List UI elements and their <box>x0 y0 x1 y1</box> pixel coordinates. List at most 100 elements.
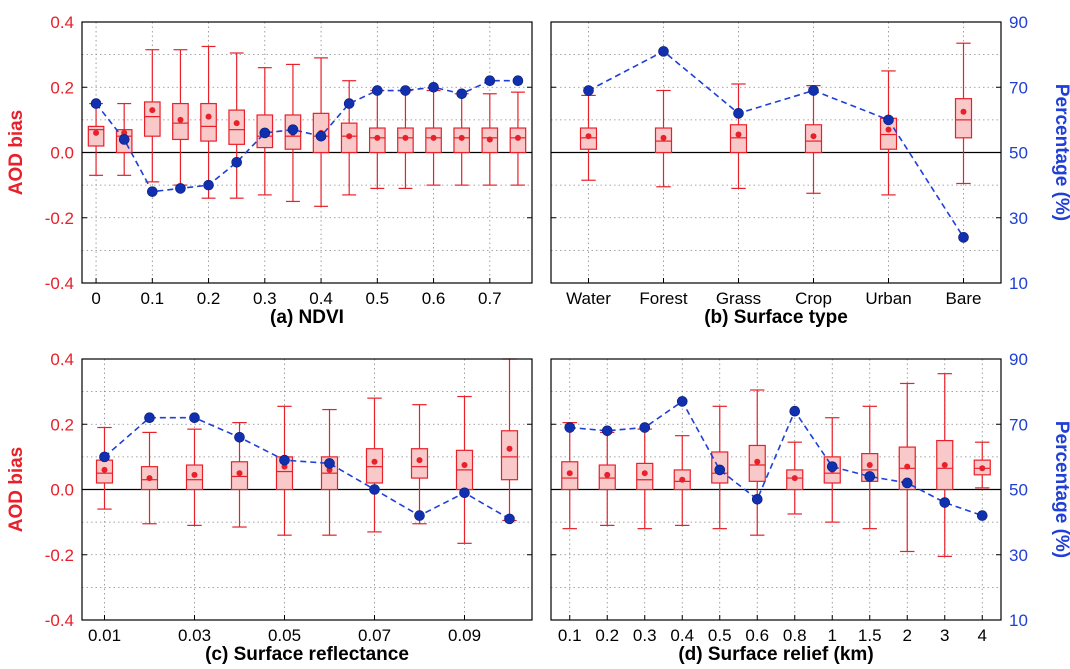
left-tick-label: -0.2 <box>45 209 74 228</box>
percentage-point <box>512 75 524 87</box>
x-tick-label: 0.05 <box>268 626 301 645</box>
box-4 <box>973 441 991 489</box>
percentage-point <box>324 458 335 469</box>
box-mean-dot <box>205 113 212 120</box>
box-0.6 <box>748 389 766 536</box>
percentage-point <box>428 81 439 93</box>
percentage-point <box>639 422 651 433</box>
box-mean-dot <box>810 133 817 140</box>
box-0.02 <box>140 431 159 525</box>
box-0.01 <box>95 426 114 510</box>
panel-xlabel: (b) Surface type <box>704 307 848 328</box>
box-mean-dot <box>585 133 592 140</box>
panel-xlabel: (d) Surface relief (km) <box>678 644 873 665</box>
right-tick-label: 70 <box>1009 415 1028 434</box>
left-tick-label: 0.4 <box>50 350 74 369</box>
percentage-line <box>103 416 510 520</box>
box-mean-dot <box>604 471 611 478</box>
box-0.45 <box>340 80 358 196</box>
percentage-point <box>883 114 894 126</box>
box-Forest <box>654 89 673 188</box>
percentage-point <box>372 85 383 96</box>
box-mean-dot <box>177 116 184 123</box>
box-0.06 <box>320 408 339 536</box>
box-Crop <box>804 85 823 194</box>
x-tick-label: 0.7 <box>478 289 502 308</box>
x-tick-label: 0.4 <box>309 289 333 308</box>
box-mean-dot <box>461 462 468 469</box>
box-mean-dot <box>101 466 108 473</box>
percentage-point <box>400 85 411 96</box>
percentage-point <box>234 431 245 443</box>
percentage-point <box>456 88 467 100</box>
percentage-point <box>714 464 726 476</box>
box-0.7 <box>481 93 499 186</box>
panel-c: 0.4 0.2 0.0 -0.2 -0.4 0.01 0.03 0.05 0.07 0.09 (c)… <box>6 350 533 665</box>
box-mean-dot <box>402 134 409 141</box>
box-mean-dot <box>506 445 513 452</box>
box-mean-dot <box>374 134 381 141</box>
box-iqr <box>954 98 973 139</box>
box-iqr <box>729 124 748 154</box>
percentage-point <box>658 46 669 57</box>
box-0.08 <box>410 404 429 525</box>
x-tick-label: 0.07 <box>358 626 391 645</box>
box-Urban <box>879 70 898 196</box>
x-tick-label: Crop <box>795 289 832 308</box>
box-2 <box>898 382 916 553</box>
right-tick-label: 10 <box>1009 611 1028 630</box>
box-mean-dot <box>754 458 761 465</box>
right-axis-title: Percentage (%) <box>1051 421 1070 558</box>
percentage-point <box>203 179 214 191</box>
x-tick-label: 0.3 <box>253 289 277 308</box>
right-tick-label: 30 <box>1009 546 1028 565</box>
left-tick-label: -0.2 <box>45 546 74 565</box>
percentage-point <box>484 75 496 87</box>
x-tick-label: 0.03 <box>178 626 211 645</box>
percentage-point <box>414 510 425 521</box>
percentage-point <box>287 124 299 135</box>
box-mean-dot <box>941 462 948 469</box>
right-tick-label: 90 <box>1009 13 1028 32</box>
percentage-point <box>826 461 838 472</box>
left-tick-label: -0.4 <box>45 611 74 630</box>
panel-a: 0.4 0.2 0.0 -0.2 -0.4 0 0.1 0.2 0.3 0.4 0.5 0.6 0.7 (… <box>6 13 533 328</box>
x-tick-label: Water <box>566 289 611 308</box>
box-mean-dot <box>416 457 423 464</box>
percentage-point <box>733 108 744 119</box>
right-tick-label: 70 <box>1009 78 1028 97</box>
x-tick-label: 0.8 <box>783 626 807 645</box>
box-0.75 <box>509 91 527 186</box>
percentage-point <box>279 454 290 466</box>
left-axis-title: AOD bias <box>6 447 27 533</box>
right-tick-label: 50 <box>1009 481 1028 500</box>
percentage-point <box>583 85 594 96</box>
percentage-point <box>259 127 271 139</box>
box-mean-dot <box>146 475 153 482</box>
x-tick-label: 0.09 <box>448 626 481 645</box>
box-iqr <box>87 125 105 147</box>
box-mean-dot <box>566 470 573 477</box>
x-tick-label: 0.01 <box>88 626 121 645</box>
x-tick-label: 0 <box>91 289 100 308</box>
percentage-point <box>958 232 969 243</box>
panel-b: 90 70 50 30 10 Water Forest Grass Crop Urban Bare (… <box>550 13 1070 328</box>
box-mean-dot <box>149 107 156 114</box>
x-tick-label: 1 <box>828 626 837 645</box>
box-iqr <box>365 448 384 484</box>
x-tick-label: 0.1 <box>558 626 582 645</box>
box-mean-dot <box>735 131 742 138</box>
percentage-point <box>90 98 102 109</box>
right-tick-label: 30 <box>1009 209 1028 228</box>
percentage-point <box>939 497 951 508</box>
box-0.25 <box>228 52 246 199</box>
box-mean-dot <box>979 465 986 472</box>
percentage-line <box>588 50 965 238</box>
box-mean-dot <box>371 458 378 465</box>
left-axis-title: AOD bias <box>6 110 27 196</box>
left-tick-label: 0.0 <box>50 481 74 500</box>
panel-d: 90 70 50 30 10 0.1 0.2 0.3 0.4 0.5 0.6 0.8 1 1.5 2 3 4 (d… <box>550 350 1070 665</box>
box-0.1 <box>143 49 161 183</box>
left-tick-label: 0.2 <box>50 415 74 434</box>
x-tick-label: Urban <box>865 289 911 308</box>
